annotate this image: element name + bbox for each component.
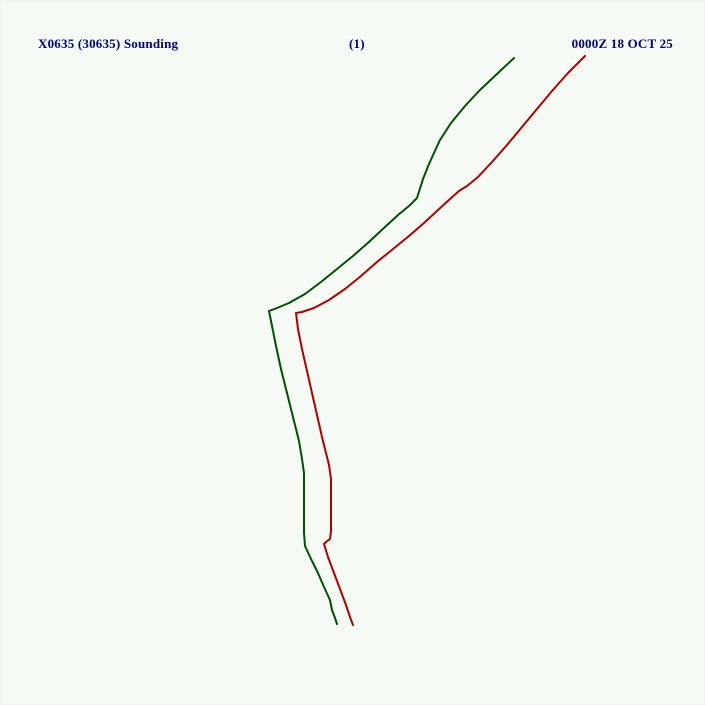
temperature-trace (295, 55, 586, 626)
station-title: X0635 (30635) Sounding (38, 36, 179, 51)
header-bar: X0635 (30635) Sounding (1) 0000Z 18 OCT … (1, 1, 704, 61)
dewpoint-trace (268, 57, 515, 625)
valid-time-label: 0000Z 18 OCT 25 (571, 36, 673, 51)
panel-index-label: (1) (349, 36, 365, 51)
